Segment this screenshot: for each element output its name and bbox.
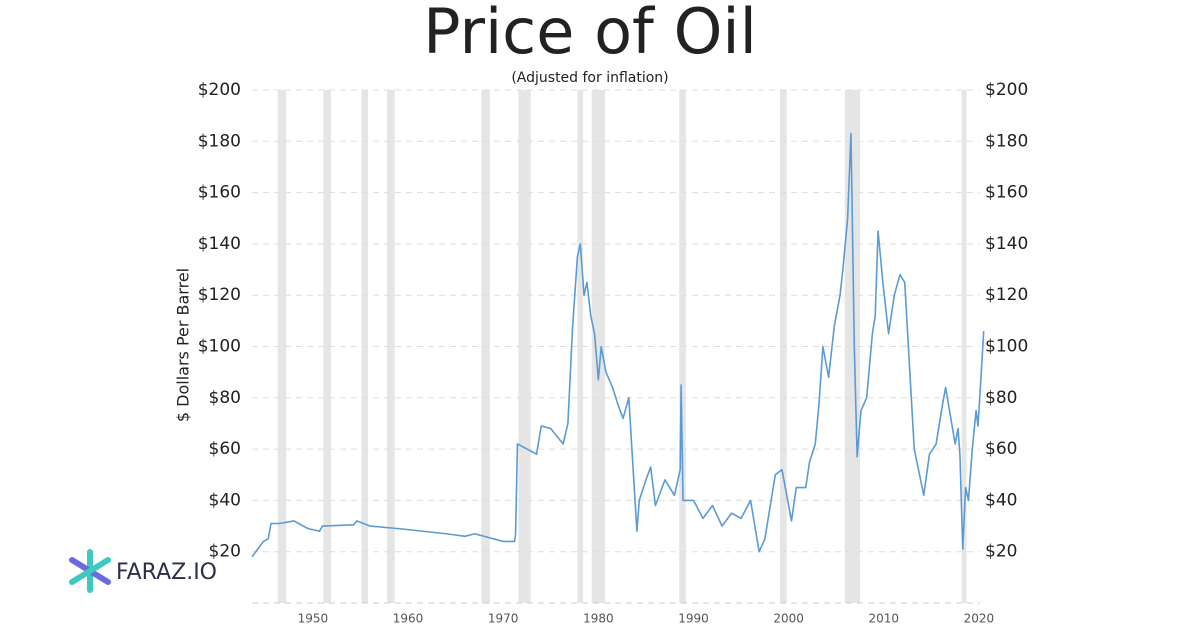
- x-tick-label: 1950: [298, 612, 329, 626]
- recession-bands: [277, 90, 967, 603]
- recession-band: [844, 90, 861, 603]
- logo-stroke: [69, 557, 111, 585]
- y2-tick-label: $100: [985, 337, 1028, 357]
- x-tick-label: 1990: [678, 612, 709, 626]
- y-tick-label: $40: [209, 490, 241, 510]
- y-axis-label: $ Dollars Per Barrel: [174, 268, 193, 422]
- x-tick-label: 2020: [964, 612, 995, 626]
- plot: [251, 132, 985, 558]
- y2-tick-label: $200: [985, 80, 1028, 100]
- y2-tick-label: $40: [985, 490, 1017, 510]
- x-tick-label: 1960: [393, 612, 424, 626]
- y-tick-label: $80: [209, 388, 241, 408]
- y2-tick-label: $80: [985, 388, 1017, 408]
- recession-band: [961, 90, 967, 603]
- y-tick-label: $200: [198, 80, 241, 100]
- recession-band: [323, 90, 331, 603]
- y2-tick-label: $160: [985, 183, 1028, 203]
- y2-tick-label: $20: [985, 542, 1017, 562]
- y-tick-label: $180: [198, 131, 241, 151]
- y2-tick-label: $180: [985, 131, 1028, 151]
- y-tick-label: $20: [209, 542, 241, 562]
- grid: $20 $40 $60 $80 $100 $120 $140 $160 $180 $200 $20 $…: [198, 80, 1029, 626]
- x-tick-label: 1980: [583, 612, 614, 626]
- price-line: [251, 132, 985, 558]
- chart-subtitle: (Adjusted for inflation): [511, 70, 668, 86]
- y2-tick-label: $120: [985, 285, 1028, 305]
- x-tick-label: 2000: [773, 612, 804, 626]
- y-tick-label: $140: [198, 234, 241, 254]
- y-tick-label: $160: [198, 183, 241, 203]
- x-tick-label: 2010: [869, 612, 900, 626]
- logo: FARAZ.IO: [69, 549, 217, 593]
- recession-band: [387, 90, 395, 603]
- y-tick-label: $100: [198, 337, 241, 357]
- recession-band: [277, 90, 287, 603]
- y-tick-label: $60: [209, 439, 241, 459]
- chart-title: Price of Oil: [423, 0, 757, 68]
- logo-text: FARAZ.IO: [116, 560, 217, 585]
- recession-band: [518, 90, 531, 603]
- y-tick-label: $120: [198, 285, 241, 305]
- x-tick-label: 1970: [488, 612, 519, 626]
- y2-tick-label: $60: [985, 439, 1017, 459]
- y2-tick-label: $140: [985, 234, 1028, 254]
- logo-icon: [69, 549, 111, 593]
- recession-band: [577, 90, 584, 603]
